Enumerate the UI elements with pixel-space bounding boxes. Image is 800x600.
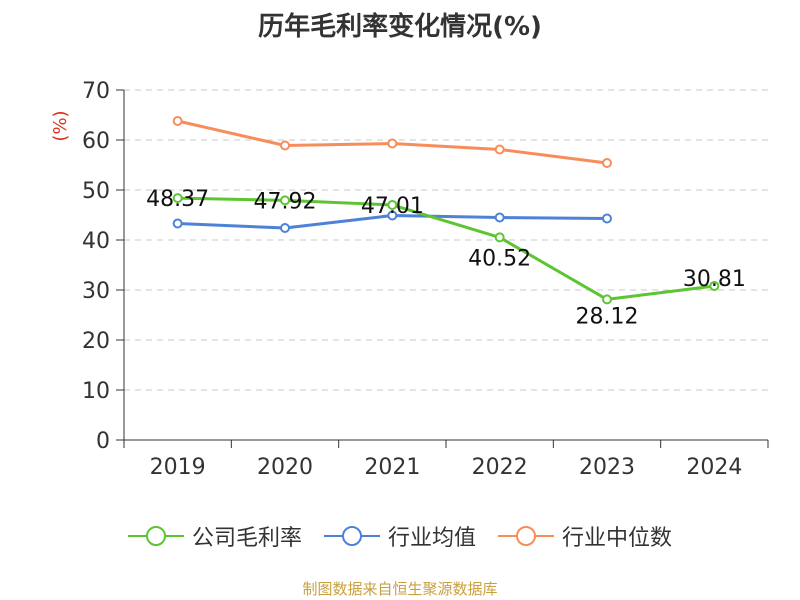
data-label-2023: 28.12 xyxy=(576,304,639,329)
y-tick-label-60: 60 xyxy=(82,129,110,154)
y-tick-label-50: 50 xyxy=(82,179,110,204)
legend-swatch-industry-median xyxy=(498,526,554,546)
y-tick-label-40: 40 xyxy=(82,229,110,254)
y-tick-label-30: 30 xyxy=(82,279,110,304)
legend: 公司毛利率 行业均值 行业中位数 xyxy=(0,520,800,552)
series-0-point-2021 xyxy=(387,199,398,210)
series-0-point-2023 xyxy=(602,294,612,305)
chart-title: 历年毛利率变化情况(%) xyxy=(258,12,542,42)
y-tick-label-0: 0 xyxy=(96,429,110,454)
series-2-point-2019 xyxy=(172,116,183,126)
y-tick-label-20: 20 xyxy=(82,329,110,354)
series-0-point-2022 xyxy=(494,232,505,243)
x-tick-label-2023: 2023 xyxy=(579,455,635,480)
data-label-2021: 47.01 xyxy=(361,194,424,219)
x-tick-label-2024: 2024 xyxy=(686,455,742,480)
y-tick-labels: 0 10 20 30 40 50 60 70 xyxy=(82,79,110,454)
legend-label-industry-median: 行业中位数 xyxy=(562,526,673,551)
series-line-0 xyxy=(177,196,715,301)
series-group xyxy=(172,116,720,305)
x-tick-label-2020: 2020 xyxy=(257,455,313,480)
source-note: 制图数据来自恒生聚源数据库 xyxy=(302,580,498,598)
x-tick-label-2022: 2022 xyxy=(472,455,528,480)
legend-item-industry-median[interactable]: 行业中位数 xyxy=(498,520,672,552)
y-tick-label-10: 10 xyxy=(82,379,110,404)
series-1-point-2022 xyxy=(494,212,505,223)
series-0-point-2019 xyxy=(172,193,183,204)
grid-lines xyxy=(124,89,768,391)
series-1-point-2020 xyxy=(280,223,290,233)
series-1-point-2019 xyxy=(172,218,183,229)
legend-label-company: 公司毛利率 xyxy=(191,526,302,551)
legend-item-industry-mean[interactable]: 行业均值 xyxy=(323,520,476,552)
series-2-point-2020 xyxy=(280,140,290,151)
data-labels: 48.37 47.92 47.01 40.52 28.12 30.81 xyxy=(146,187,746,329)
x-tick-labels: 2019 2020 2021 2022 2023 2024 xyxy=(150,455,743,480)
y-tick-label-70: 70 xyxy=(82,79,110,104)
data-label-2022: 40.52 xyxy=(468,246,531,271)
series-1-point-2023 xyxy=(602,213,612,224)
legend-label-industry-mean: 行业均值 xyxy=(387,526,476,551)
data-label-2019: 48.37 xyxy=(146,187,209,212)
series-2-point-2022 xyxy=(494,144,505,155)
series-0-point-2020 xyxy=(280,195,290,206)
x-tick-label-2019: 2019 xyxy=(150,455,206,480)
data-label-2020: 47.92 xyxy=(254,189,317,214)
series-1-point-2021 xyxy=(387,210,398,221)
data-label-2024: 30.81 xyxy=(683,267,746,292)
series-0-point-2024 xyxy=(709,280,720,291)
y-axis-label: (%) xyxy=(50,110,71,141)
legend-swatch-industry-mean xyxy=(323,526,380,546)
axes xyxy=(116,89,769,448)
series-2-point-2021 xyxy=(387,138,398,149)
legend-item-company[interactable]: 公司毛利率 xyxy=(127,520,302,552)
legend-swatch-company xyxy=(127,526,184,546)
series-2-point-2023 xyxy=(602,158,612,168)
x-tick-label-2021: 2021 xyxy=(364,455,420,480)
